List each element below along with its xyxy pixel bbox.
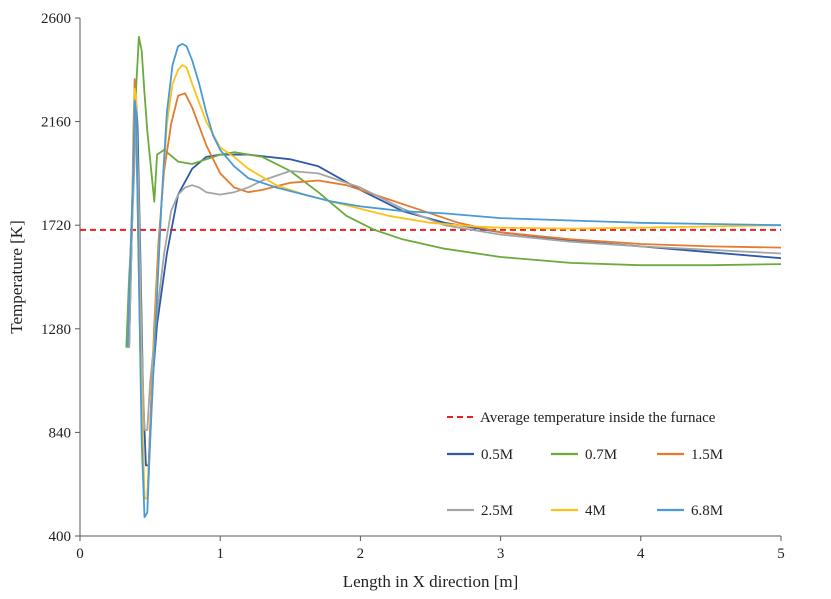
legend-label-2.5M: 2.5M [481,503,513,519]
x-tick-label: 3 [497,546,505,562]
y-tick-label: 2160 [41,115,71,131]
y-axis-title: Temperature [K] [7,220,26,334]
x-tick-label: 0 [76,546,84,562]
series-line-6.8M [126,43,782,519]
series-line-0.7M [125,35,782,348]
x-tick-label: 2 [357,546,365,562]
series-layer [125,35,782,519]
series-line-2.5M [128,111,782,431]
series-line-4M [126,64,782,500]
legend-label-1.5M: 1.5M [691,447,723,463]
legend-label-0.7M: 0.7M [585,447,617,463]
y-tick-label: 2600 [41,11,71,27]
y-tick-label: 1280 [41,322,71,338]
legend-label-0.5M: 0.5M [481,447,513,463]
y-tick-label: 840 [49,425,72,441]
y-tick-label: 1720 [41,218,71,234]
x-tick-label: 5 [777,546,785,562]
series-line-1.5M [128,78,782,500]
x-axis-title: Length in X direction [m] [343,572,519,591]
axes: 400 840 1280 1720 2160 2600 0 1 2 3 4 5 [41,11,785,562]
legend-label-6.8M: 6.8M [691,503,723,519]
legend: Average temperature inside the furnace 0.… [447,410,723,519]
x-tick-label: 4 [637,546,645,562]
y-tick-label: 400 [49,529,72,545]
x-tick-label: 1 [216,546,224,562]
legend-label-average: Average temperature inside the furnace [480,410,716,426]
legend-label-4M: 4M [585,503,606,519]
